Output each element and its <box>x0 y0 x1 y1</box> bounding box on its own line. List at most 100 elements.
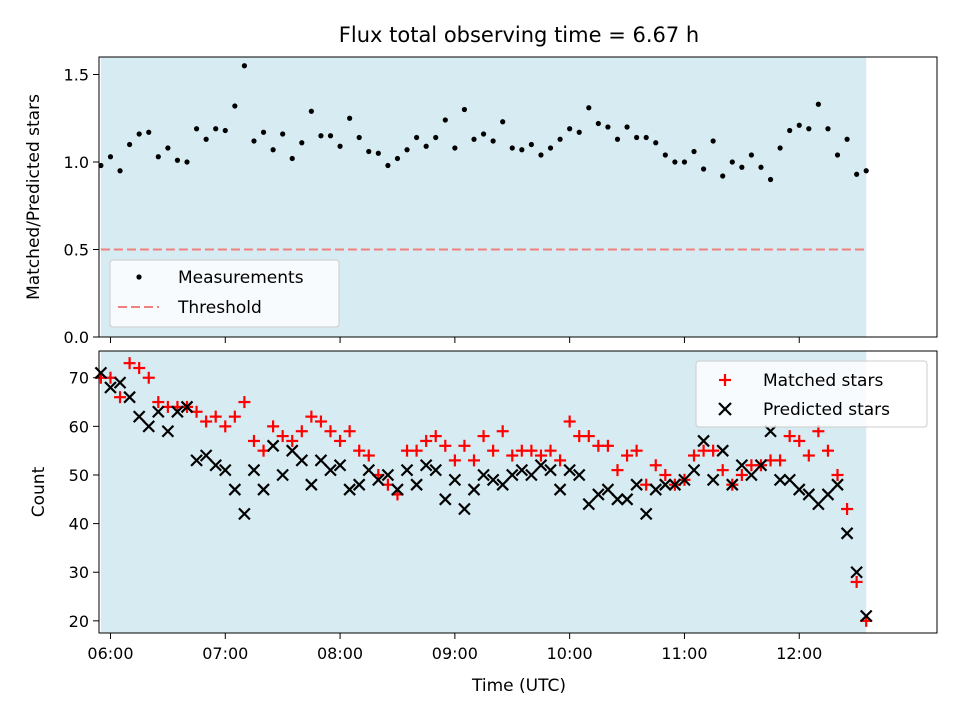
top-panel: 0.0 0.5 1.0 1.5 Matched/Predicted stars Mea… <box>24 56 938 347</box>
predicted-star-point <box>123 390 136 404</box>
predicted-star-point <box>218 463 232 477</box>
legend-label-predicted: Predicted stars <box>763 400 890 420</box>
predicted-star-point <box>716 444 729 457</box>
matched-star-point <box>209 410 222 423</box>
matched-star-point <box>563 415 576 428</box>
measurement-point <box>366 148 372 155</box>
matched-star-point <box>850 575 863 588</box>
matched-star-point <box>142 371 155 384</box>
measurement-point <box>356 134 362 141</box>
measurement-point <box>624 124 630 130</box>
matched-star-point <box>477 430 490 443</box>
predicted-star-point <box>372 473 385 487</box>
x-tick-label: 10:00 <box>547 644 593 663</box>
x-tick-label: 11:00 <box>661 644 707 663</box>
predicted-star-point <box>467 483 481 496</box>
measurement-point <box>203 136 209 142</box>
predicted-star-point <box>247 463 261 477</box>
predicted-star-point <box>659 478 672 491</box>
predicted-star-point <box>486 473 500 487</box>
bottom-panel-y-axis-label: Count <box>29 466 49 517</box>
measurement-point <box>605 124 611 130</box>
measurement-point <box>863 168 869 174</box>
predicted-star-point <box>745 468 758 482</box>
measurement-point <box>796 122 802 128</box>
top-panel-legend: Measurements Threshold <box>109 259 340 328</box>
measurement-point <box>394 155 401 162</box>
legend-marker-predicted <box>718 402 732 416</box>
matched-star-point <box>496 425 509 438</box>
top-panel-y-ticks: 0.0 0.5 1.0 1.5 <box>64 66 99 347</box>
predicted-star-point <box>592 488 605 501</box>
predicted-star-point <box>276 468 289 482</box>
predicted-star-point <box>419 458 433 472</box>
measurement-point <box>576 129 582 135</box>
measurement-point <box>490 138 496 144</box>
measurement-point <box>634 134 640 141</box>
x-tick-label: 08:00 <box>317 644 363 663</box>
predicted-star-point <box>525 468 538 482</box>
top-panel-frame <box>98 56 938 338</box>
predicted-star-point <box>697 434 710 448</box>
predicted-star-point <box>448 473 462 487</box>
predicted-star-point <box>630 478 643 491</box>
measurement-point <box>471 136 477 142</box>
measurement-point <box>155 154 161 160</box>
matched-star-point <box>821 444 834 457</box>
matched-star-point <box>200 415 213 428</box>
matched-star-point <box>630 444 643 457</box>
measurement-point <box>691 148 697 155</box>
matched-star-point <box>286 434 299 447</box>
measurement-point <box>681 159 688 165</box>
measurement-point <box>729 159 735 165</box>
predicted-star-point <box>859 609 873 623</box>
predicted-star-point <box>142 420 156 433</box>
matched-star-point <box>353 444 366 457</box>
bottom-panel-x-ticks: 06:00 07:00 08:00 09:00 10:00 11:00 12:00 <box>87 633 822 663</box>
predicted-star-point <box>611 493 624 506</box>
predicted-star-point <box>792 483 806 496</box>
predicted-star-point <box>209 458 222 472</box>
predicted-star-point <box>735 458 749 472</box>
measurement-points <box>98 63 869 183</box>
matched-star-point <box>487 444 500 457</box>
predicted-star-point <box>534 458 548 472</box>
predicted-star-point <box>343 483 356 496</box>
measurement-point <box>720 173 726 179</box>
predicted-star-point <box>553 483 567 496</box>
predicted-star-point <box>381 468 395 482</box>
bottom-panel-legend: Matched stars Predicted stars <box>695 360 928 428</box>
measurement-point <box>758 164 764 170</box>
matched-star-point <box>410 444 423 457</box>
predicted-star-point <box>266 439 280 453</box>
predicted-star-point <box>620 493 634 506</box>
predicted-star-point <box>104 381 117 394</box>
measurement-point <box>251 138 257 144</box>
measurement-point <box>787 127 793 134</box>
predicted-star-point <box>726 478 739 491</box>
predicted-star-point <box>639 507 653 521</box>
matched-star-point <box>123 357 136 370</box>
predicted-star-point <box>295 454 309 467</box>
measurement-point <box>567 126 573 132</box>
bottom-y-tick-label: 70 <box>69 369 89 388</box>
measurement-point <box>299 140 305 146</box>
predicted-star-point <box>773 473 787 487</box>
predicted-star-point <box>333 458 347 472</box>
predicted-star-point <box>161 424 175 438</box>
measurement-point <box>614 136 621 142</box>
predicted-star-point <box>228 483 242 496</box>
legend-marker-measurements <box>136 274 142 280</box>
measurement-point <box>748 152 755 158</box>
matched-star-point <box>467 454 480 467</box>
measurement-point <box>136 131 142 137</box>
measurement-point <box>318 133 324 139</box>
predicted-star-point <box>429 463 443 477</box>
predicted-star-point <box>572 468 586 482</box>
predicted-star-point <box>812 497 825 511</box>
predicted-star-point <box>314 454 328 467</box>
legend-label-threshold: Threshold <box>177 298 262 318</box>
measurement-point <box>127 141 133 148</box>
predicted-star-point <box>458 502 471 516</box>
bottom-panel-frame <box>98 350 938 634</box>
